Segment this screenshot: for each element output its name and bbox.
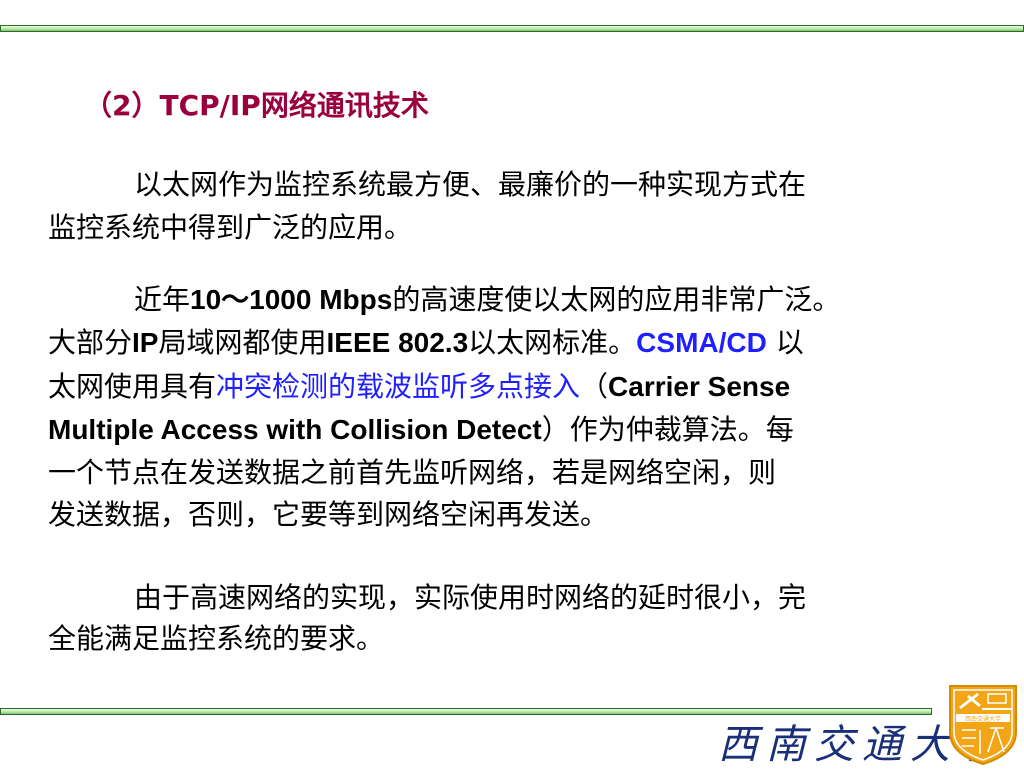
university-logo: 西南交通大学 (949, 685, 1017, 766)
text-segment: 以 (766, 326, 804, 359)
text-segment: 大部分 (48, 326, 133, 359)
text-line: 发送数据，否则，它要等到网络空闲再发送。 (48, 498, 608, 532)
text-segment: ）作为仲裁算法。每 (541, 413, 794, 446)
text-segment: 以太网作为监控系统最方便、最廉价的一种实现方式在 (134, 168, 807, 201)
text-segment: 的高速度使以太网的应用非常广泛。 (392, 283, 841, 316)
top-rule (0, 25, 1024, 32)
highlight-text: CSMA/CD (636, 327, 767, 358)
text-segment: 由于高速网络的实现，实际使用时网络的延时很小，完 (134, 581, 807, 614)
text-segment: 以太网标准。 (468, 326, 637, 359)
text-segment: Multiple Access with Collision Detect (48, 414, 542, 445)
text-line: 一个节点在发送数据之前首先监听网络，若是网络空闲，则 (48, 456, 776, 490)
text-line: 近年10～1000 Mbps的高速度使以太网的应用非常广泛。 (134, 283, 840, 317)
text-segment: 发送数据，否则，它要等到网络空闲再发送。 (48, 498, 609, 531)
text-segment: 局域网都使用 (158, 326, 327, 359)
text-segment: 全能满足监控系统的要求。 (48, 622, 385, 655)
text-segment: IEEE 802.3 (326, 327, 469, 358)
text-line: 全能满足监控系统的要求。 (48, 622, 384, 656)
text-line: 太网使用具有冲突检测的载波监听多点接入（Carrier Sense (48, 370, 790, 404)
text-segment: 一个节点在发送数据之前首先监听网络，若是网络空闲，则 (48, 456, 777, 489)
bottom-rule (0, 708, 932, 715)
text-line: Multiple Access with Collision Detect）作为… (48, 413, 794, 447)
slide-title: （2）TCP/IP网络通讯技术 (84, 89, 429, 122)
text-segment: 太网使用具有 (48, 370, 217, 403)
text-line: 由于高速网络的实现，实际使用时网络的延时很小，完 (134, 581, 806, 615)
text-segment: Carrier Sense (608, 371, 791, 402)
text-segment: 监控系统中得到广泛的应用。 (48, 211, 413, 244)
text-segment: 10～1000 Mbps (190, 284, 393, 315)
text-line: 大部分IP局域网都使用IEEE 802.3以太网标准。CSMA/CD 以 (48, 326, 804, 360)
highlight-text: 冲突检测的载波监听多点接入 (216, 370, 581, 403)
text-segment: （ (580, 370, 609, 403)
text-line: 以太网作为监控系统最方便、最廉价的一种实现方式在 (134, 168, 806, 202)
svg-text:西南交通大学: 西南交通大学 (965, 715, 1001, 723)
text-line: 监控系统中得到广泛的应用。 (48, 211, 412, 245)
text-segment: 近年 (134, 283, 191, 316)
text-segment: IP (132, 327, 159, 358)
